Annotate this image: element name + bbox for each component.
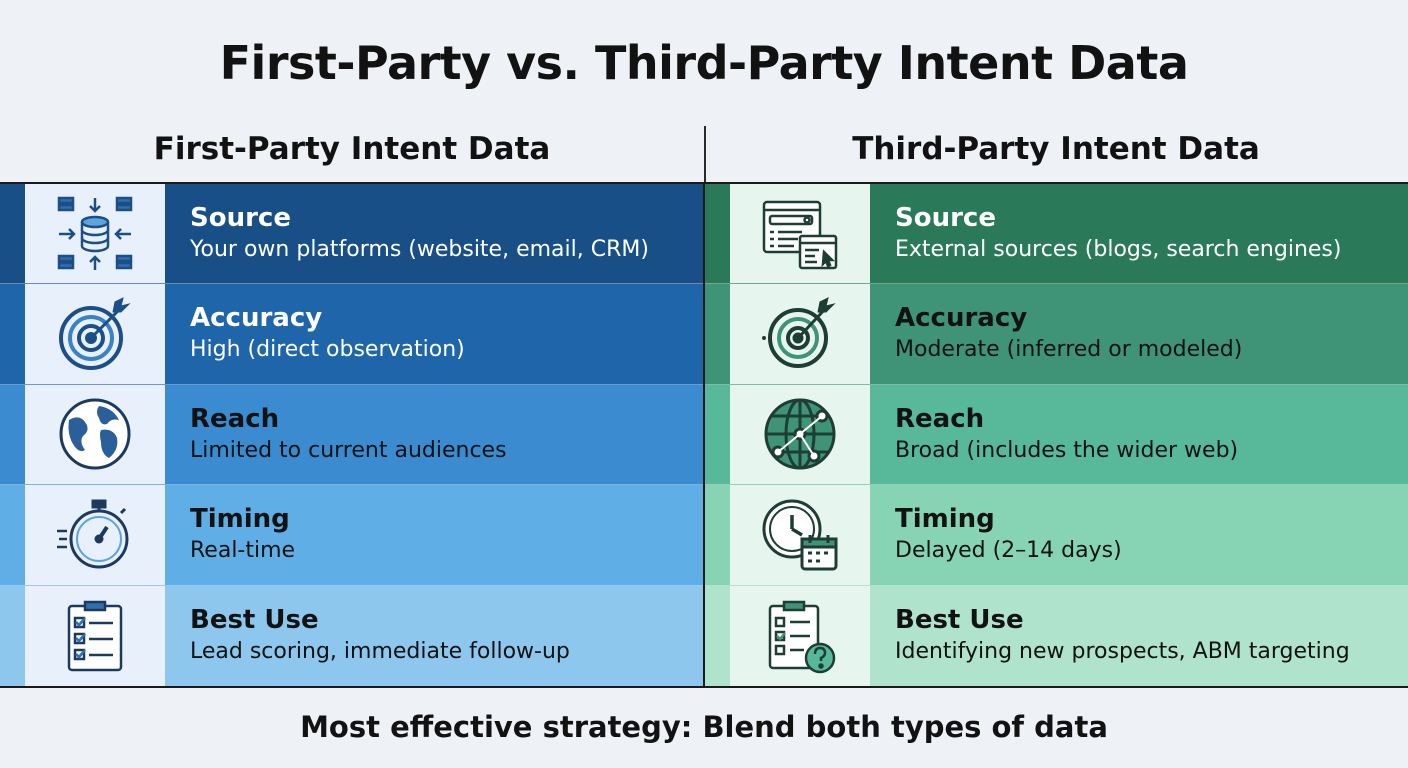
third-party-row-reach: Reach Broad (includes the wider web): [705, 384, 1408, 486]
database-arrows-icon: [25, 184, 165, 284]
row-label: Accuracy: [190, 303, 323, 334]
first-party-row-reach: Reach Limited to current audiences: [0, 384, 703, 486]
row-value: Limited to current audiences: [190, 437, 507, 463]
row-text: Accuracy Moderate (inferred or modeled): [895, 302, 1398, 366]
target-arrow-icon: [25, 284, 165, 384]
comparison-table: Source Your own platforms (website, emai…: [0, 182, 1408, 688]
row-text: Source Your own platforms (website, emai…: [190, 202, 693, 266]
checklist-question-icon: [730, 585, 870, 686]
row-text: Source External sources (blogs, search e…: [895, 202, 1398, 266]
stopwatch-icon: [25, 485, 165, 585]
row-text: Best Use Lead scoring, immediate follow-…: [190, 604, 693, 668]
page-title: First-Party vs. Third-Party Intent Data: [219, 36, 1189, 90]
row-text: Timing Delayed (2–14 days): [895, 503, 1398, 567]
globe-icon: [25, 384, 165, 485]
row-label: Timing: [190, 504, 290, 535]
row-label: Best Use: [895, 604, 1024, 635]
third-party-row-best-use: Best Use Identifying new prospects, ABM …: [705, 585, 1408, 686]
row-value: Real-time: [190, 538, 296, 564]
row-label: Accuracy: [895, 303, 1028, 334]
browser-windows-icon: [730, 184, 870, 284]
row-label: Source: [895, 203, 996, 233]
row-text: Timing Real-time: [190, 503, 693, 567]
row-label: Timing: [895, 504, 995, 535]
row-value: Delayed (2–14 days): [895, 538, 1122, 564]
row-value: Identifying new prospects, ABM targeting: [895, 638, 1350, 664]
first-party-header: First-Party Intent Data: [153, 131, 551, 167]
network-globe-icon: [730, 384, 870, 485]
third-party-row-timing: Timing Delayed (2–14 days): [705, 485, 1408, 586]
row-label: Reach: [895, 403, 985, 434]
header-divider: [704, 126, 706, 182]
first-party-column: Source Your own platforms (website, emai…: [0, 184, 703, 686]
row-label: Source: [190, 203, 291, 233]
third-party-row-source: Source External sources (blogs, search e…: [705, 184, 1408, 285]
row-value: Moderate (inferred or modeled): [895, 337, 1243, 363]
row-value: Broad (includes the wider web): [895, 437, 1239, 463]
first-party-row-accuracy: Accuracy High (direct observation): [0, 284, 703, 385]
row-value: Your own platforms (website, email, CRM): [190, 237, 649, 262]
first-party-row-source: Source Your own platforms (website, emai…: [0, 184, 703, 285]
row-text: Reach Broad (includes the wider web): [895, 403, 1398, 467]
row-value: External sources (blogs, search engines): [895, 237, 1342, 262]
first-party-row-timing: Timing Real-time: [0, 485, 703, 586]
target-arrow-icon: [730, 284, 870, 384]
clock-calendar-icon: [730, 485, 870, 585]
third-party-row-accuracy: Accuracy Moderate (inferred or modeled): [705, 284, 1408, 385]
row-value: Lead scoring, immediate follow-up: [190, 638, 570, 664]
row-text: Reach Limited to current audiences: [190, 403, 693, 467]
third-party-header: Third-Party Intent Data: [852, 131, 1260, 167]
row-label: Reach: [190, 403, 280, 434]
row-text: Best Use Identifying new prospects, ABM …: [895, 604, 1398, 668]
checklist-icon: [25, 585, 165, 686]
first-party-row-best-use: Best Use Lead scoring, immediate follow-…: [0, 585, 703, 686]
row-value: High (direct observation): [190, 337, 465, 363]
third-party-column: Source External sources (blogs, search e…: [705, 184, 1408, 686]
row-label: Best Use: [190, 604, 319, 635]
column-divider: [703, 184, 705, 686]
footer-strategy: Most effective strategy: Blend both type…: [300, 710, 1108, 744]
row-text: Accuracy High (direct observation): [190, 302, 693, 366]
